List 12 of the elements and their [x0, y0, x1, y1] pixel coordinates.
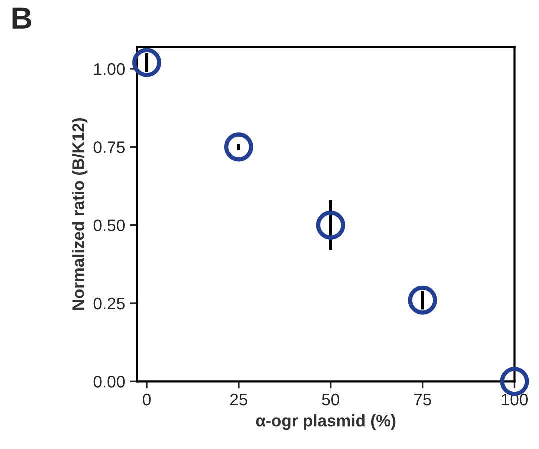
y-tick-label: 0.25	[94, 298, 125, 310]
y-axis-title: Normalized ratio (B/K12)	[72, 118, 88, 310]
y-tick-label: 0.00	[94, 376, 125, 388]
x-tick-label: 75	[414, 394, 432, 406]
x-axis-title: α-ogr plasmid (%)	[256, 414, 396, 430]
y-tick-label: 0.75	[94, 142, 125, 154]
x-tick-label: 25	[230, 394, 248, 406]
text: B	[12, 8, 32, 29]
x-tick-label: 50	[322, 394, 340, 406]
y-tick-label: 0.50	[94, 220, 125, 232]
x-tick-label: 0	[143, 394, 151, 406]
y-tick-label: 1.00	[94, 63, 125, 76]
